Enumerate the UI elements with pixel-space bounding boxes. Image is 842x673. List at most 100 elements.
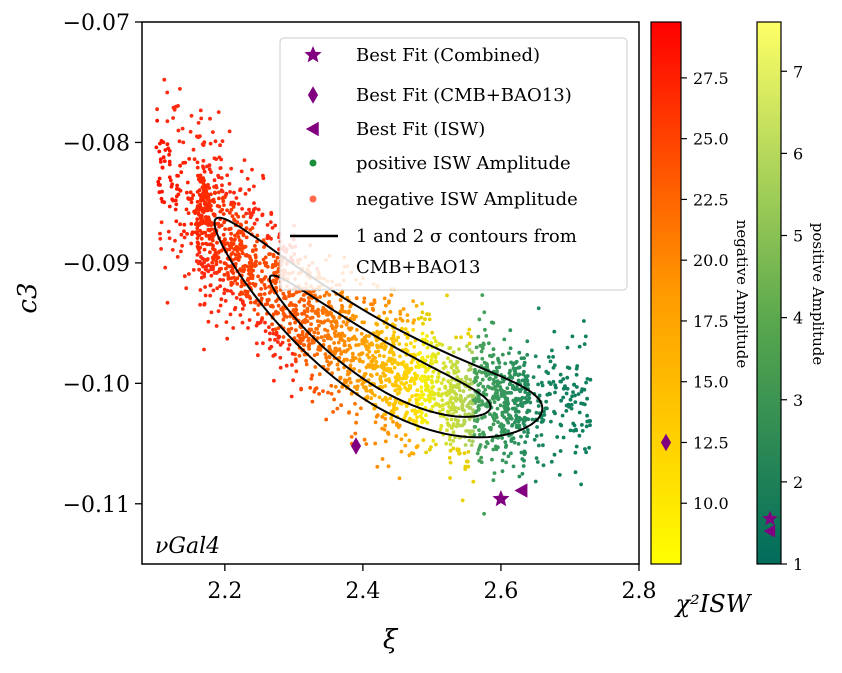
scatter-point <box>514 418 518 423</box>
scatter-point <box>240 207 245 211</box>
scatter-point <box>454 424 459 429</box>
colorbar-tick-label: 15.0 <box>693 373 729 392</box>
scatter-point <box>466 403 470 407</box>
scatter-point <box>483 445 488 449</box>
scatter-point <box>160 165 165 170</box>
scatter-point <box>588 423 592 428</box>
scatter-point <box>448 442 453 447</box>
scatter-point <box>471 408 475 413</box>
scatter-point <box>514 413 519 418</box>
scatter-point <box>454 366 459 370</box>
legend-marker-star <box>304 46 322 63</box>
scatter-point <box>178 222 183 227</box>
scatter-point <box>558 372 563 377</box>
scatter-point <box>349 391 354 396</box>
scatter-point <box>369 302 373 307</box>
scatter-point <box>327 300 332 304</box>
scatter-point <box>487 372 491 376</box>
scatter-point <box>564 409 569 413</box>
scatter-point <box>432 392 436 397</box>
scatter-point <box>481 384 486 389</box>
scatter-point <box>279 307 284 312</box>
scatter-point <box>508 346 513 351</box>
legend-label: positive ISW Amplitude <box>356 153 571 174</box>
scatter-point <box>200 142 205 147</box>
scatter-point <box>276 340 280 344</box>
scatter-point <box>436 351 441 356</box>
scatter-point <box>224 266 228 271</box>
scatter-point <box>541 463 546 468</box>
colorbar-tick-label: 6 <box>793 144 803 163</box>
scatter-point <box>409 341 413 346</box>
scatter-point <box>239 284 244 289</box>
scatter-point <box>329 311 334 316</box>
colorbar-tick-label: 3 <box>793 391 803 410</box>
scatter-point <box>493 384 498 389</box>
sigma-contours <box>213 216 544 439</box>
scatter-point <box>552 329 557 334</box>
scatter-point <box>360 382 365 387</box>
colorbar-tick-label: 7 <box>793 62 803 81</box>
colorbar-tick-label: 25.0 <box>693 130 729 149</box>
scatter-point <box>429 358 434 362</box>
scatter-point <box>233 278 238 283</box>
scatter-point <box>312 330 317 335</box>
scatter-point <box>519 398 523 403</box>
scatter-point <box>294 290 299 295</box>
scatter-point <box>203 230 208 235</box>
scatter-point <box>403 327 408 331</box>
scatter-point <box>304 362 309 367</box>
scatter-point <box>233 261 238 266</box>
scatter-point <box>281 317 286 322</box>
scatter-point <box>236 235 241 239</box>
scatter-point <box>345 357 349 362</box>
scatter-point <box>184 190 189 195</box>
scatter-point <box>200 262 205 266</box>
scatter-point <box>423 317 427 322</box>
scatter-point <box>173 198 178 203</box>
scatter-point <box>204 188 208 193</box>
scatter-point <box>437 387 442 392</box>
scatter-point <box>517 372 522 377</box>
scatter-point <box>425 354 430 359</box>
scatter-point <box>167 149 172 153</box>
scatter-point <box>331 410 335 414</box>
scatter-point <box>178 87 182 91</box>
scatter-point <box>290 363 294 367</box>
scatter-point <box>263 329 268 333</box>
scatter-point <box>522 400 526 405</box>
scatter-point <box>327 355 332 360</box>
scatter-point <box>309 327 314 332</box>
scatter-point <box>251 207 256 212</box>
scatter-point <box>565 386 570 391</box>
scatter-point <box>347 343 352 348</box>
scatter-point <box>190 232 194 237</box>
scatter-point <box>477 399 481 404</box>
scatter-point <box>221 212 226 216</box>
scatter-point <box>397 384 402 389</box>
scatter-point <box>395 423 399 427</box>
y-tick-label: −0.10 <box>63 372 130 397</box>
scatter-point <box>569 406 574 411</box>
scatter-point <box>315 352 320 356</box>
scatter-point <box>273 259 278 264</box>
scatter-point <box>240 320 245 325</box>
scatter-point <box>525 353 530 357</box>
scatter-point <box>210 238 215 243</box>
scatter-point <box>347 410 352 414</box>
scatter-point <box>369 359 374 364</box>
scatter-point <box>247 318 252 322</box>
scatter-point <box>477 428 481 432</box>
scatter-point <box>204 215 209 219</box>
scatter-point <box>388 359 393 363</box>
scatter-point <box>539 433 544 437</box>
scatter-point <box>300 311 304 316</box>
x-axis-ticks: 2.2 2.4 2.6 2.8 <box>207 564 657 604</box>
x-axis-label: ξ <box>383 625 399 655</box>
scatter-point <box>572 382 576 387</box>
scatter-point <box>250 167 254 172</box>
scatter-point <box>231 326 236 330</box>
scatter-point <box>487 426 492 430</box>
scatter-point <box>411 320 416 325</box>
y-axis-label: c3 <box>13 282 43 313</box>
